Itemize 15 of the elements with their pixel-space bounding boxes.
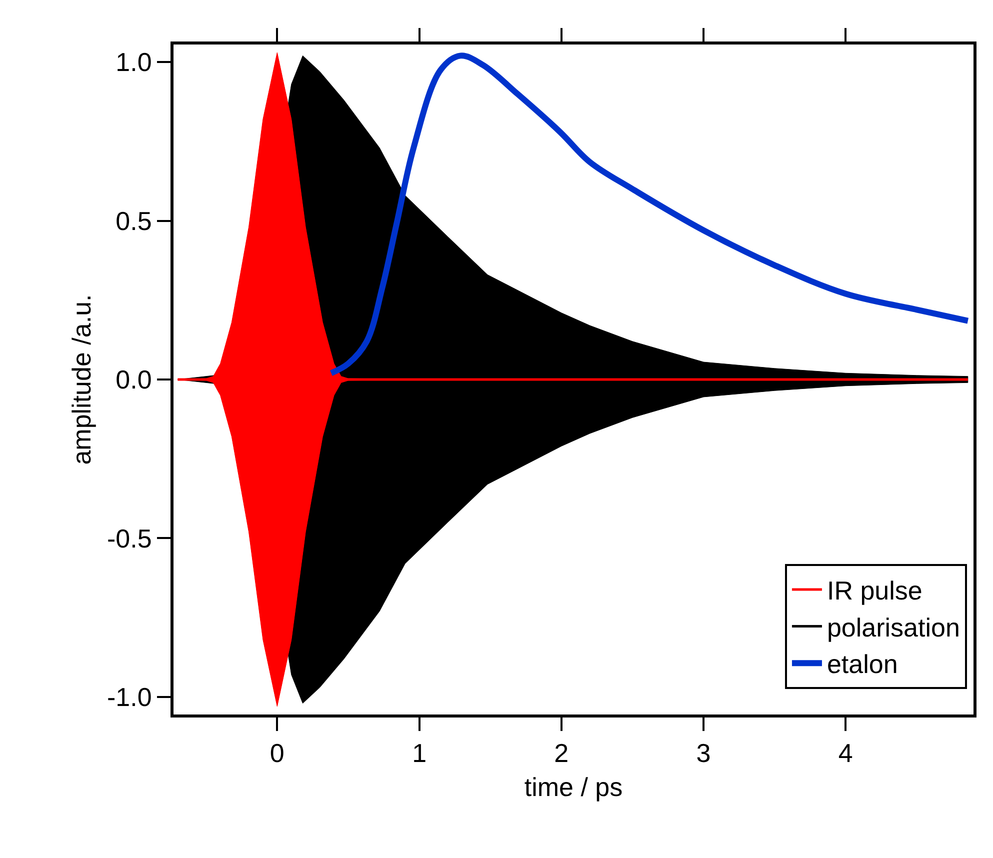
legend-label: IR pulse [826,576,922,606]
x-tick-label: 2 [554,738,569,768]
x-tick-label: 0 [270,738,284,768]
x-axis-title: time / ps [524,772,623,802]
y-tick-label: 0.0 [116,364,152,395]
y-tick-label: 0.5 [116,206,152,236]
y-tick-label: -0.5 [106,523,152,554]
y-tick-label: -1.0 [106,682,152,712]
y-tick-label: 1.0 [116,47,152,78]
x-tick-label: 1 [412,738,427,768]
y-axis-title: amplitude /a.u. [66,294,96,465]
x-tick-label: 4 [838,738,853,768]
legend-label: polarisation [826,612,960,642]
legend-label: etalon [826,649,898,680]
x-tick-label: 3 [696,738,711,768]
